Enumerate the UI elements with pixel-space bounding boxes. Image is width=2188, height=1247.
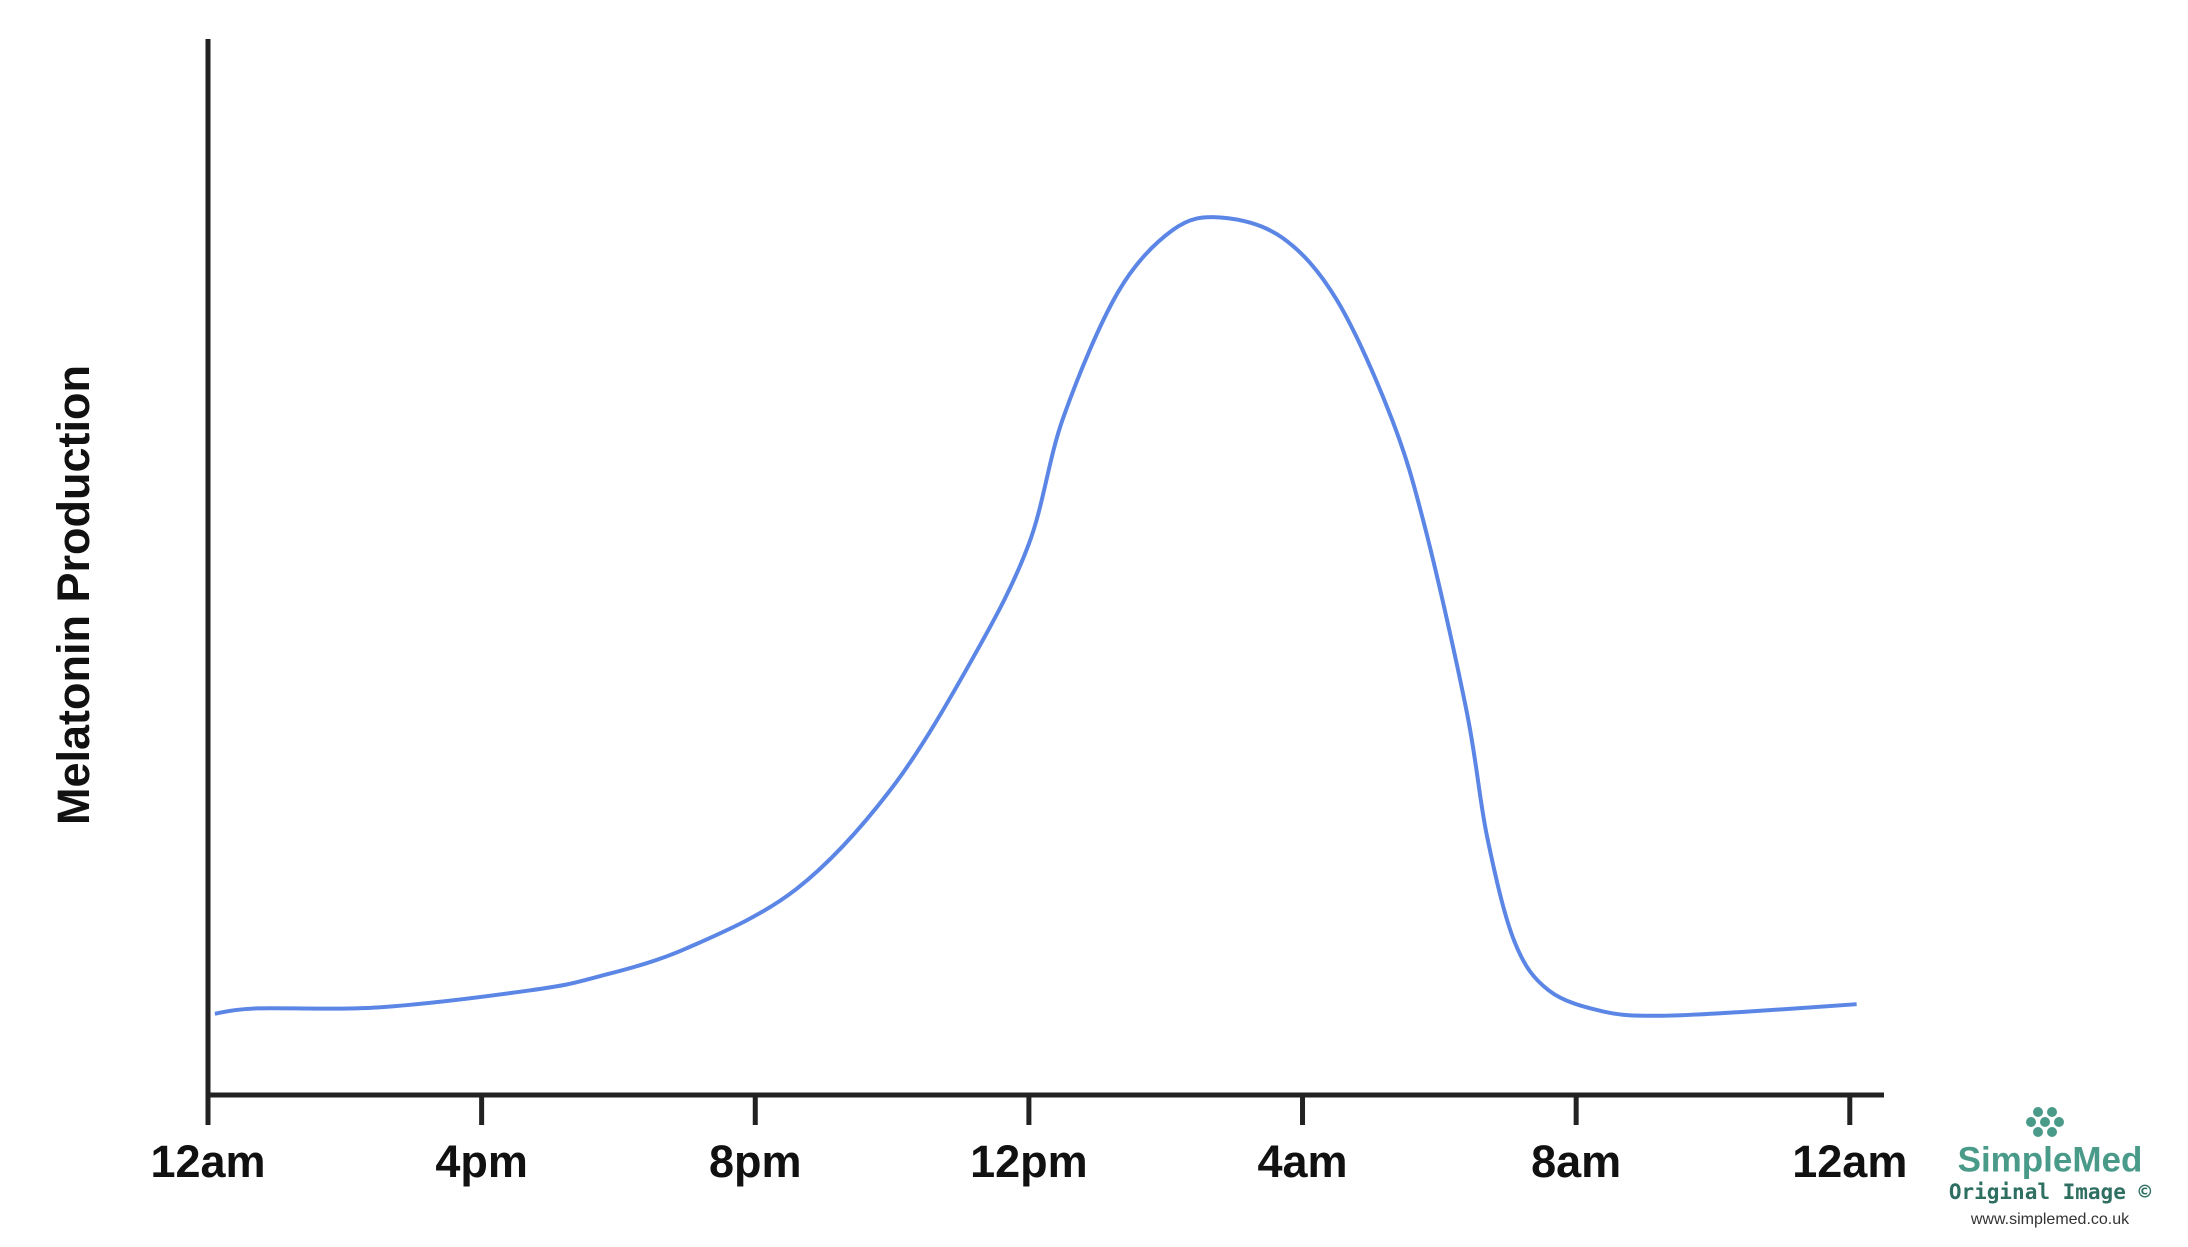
x-tick-label: 4am <box>1257 1136 1347 1187</box>
x-tick-label: 12pm <box>970 1136 1088 1187</box>
x-tick-label: 12am <box>1792 1136 1907 1187</box>
x-tick-label: 8am <box>1531 1136 1621 1187</box>
x-tick-label: 8pm <box>709 1136 802 1187</box>
logo-caption: Original Image © <box>1949 1180 2152 1204</box>
logo-icon <box>2026 1107 2064 1137</box>
x-tick-label: 12am <box>150 1136 265 1187</box>
logo-url: www.simplemed.co.uk <box>1970 1211 2130 1228</box>
logo-brand: SimpleMed <box>1958 1140 2143 1179</box>
y-axis-label: Melatonin Production <box>48 365 99 825</box>
line <box>214 215 1857 1018</box>
x-tick-label: 4pm <box>435 1136 528 1187</box>
